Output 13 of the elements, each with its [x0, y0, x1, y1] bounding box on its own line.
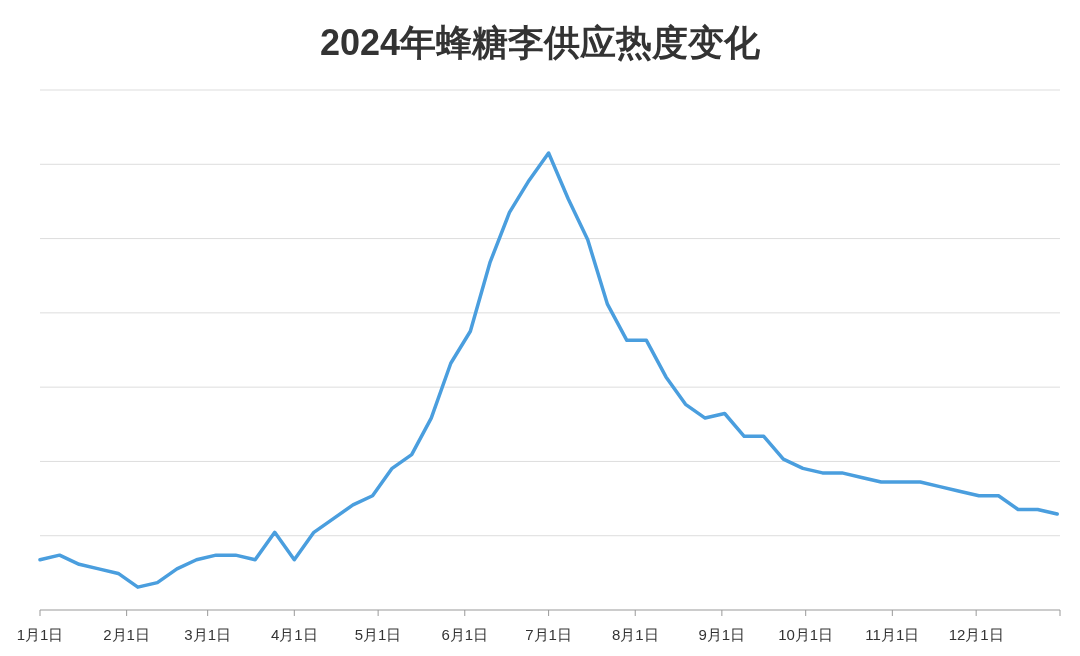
- x-tick-label: 6月1日: [441, 626, 489, 643]
- x-tick-label: 7月1日: [525, 626, 572, 643]
- x-tick-label: 8月1日: [611, 626, 659, 643]
- x-tick-label: 12月1日: [948, 626, 1004, 643]
- chart-title: 2024年蜂糖李供应热度变化: [319, 22, 762, 63]
- x-tick-label: 3月1日: [184, 626, 232, 643]
- x-tick-label: 9月1日: [698, 626, 746, 643]
- x-tick-label: 11月1日: [865, 626, 920, 643]
- x-tick-label: 4月1日: [270, 626, 318, 643]
- x-tick-label: 5月1日: [354, 626, 402, 643]
- x-tick-label: 2月1日: [103, 626, 150, 643]
- x-tick-label: 10月1日: [778, 626, 834, 643]
- x-tick-label: 1月1日: [16, 626, 64, 643]
